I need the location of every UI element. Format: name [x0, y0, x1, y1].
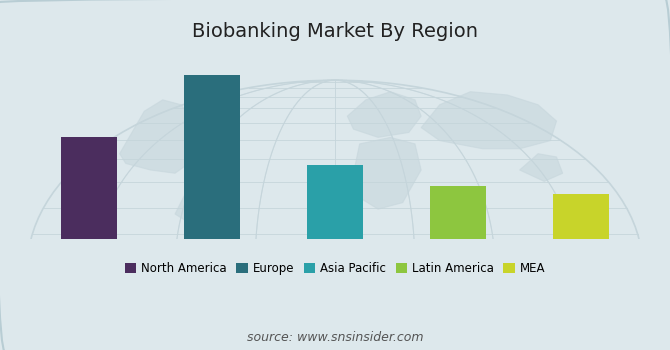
Polygon shape [354, 137, 421, 209]
Polygon shape [175, 170, 230, 225]
Bar [61, 137, 117, 239]
Bar [553, 195, 609, 239]
Polygon shape [120, 100, 200, 173]
Polygon shape [421, 92, 557, 149]
Bar [430, 186, 486, 239]
Bar [184, 75, 240, 239]
Polygon shape [520, 154, 563, 181]
Text: source: www.snsinsider.com: source: www.snsinsider.com [247, 331, 423, 344]
Polygon shape [347, 92, 421, 137]
Legend: North America, Europe, Asia Pacific, Latin America, MEA: North America, Europe, Asia Pacific, Lat… [120, 257, 550, 280]
Title: Biobanking Market By Region: Biobanking Market By Region [192, 22, 478, 41]
Bar [308, 165, 362, 239]
